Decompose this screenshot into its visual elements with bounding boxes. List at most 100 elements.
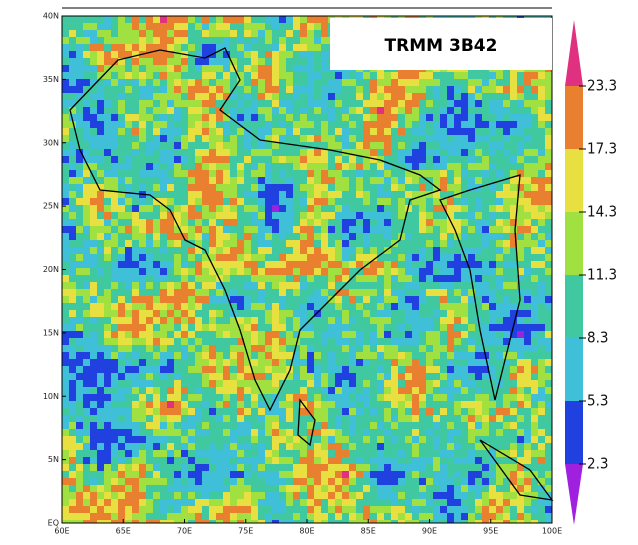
field-cell [132, 93, 139, 100]
field-cell [279, 485, 286, 492]
field-cell [132, 212, 139, 219]
field-cell [314, 408, 321, 415]
field-cell [447, 485, 454, 492]
field-cell [209, 142, 216, 149]
field-cell [209, 289, 216, 296]
field-cell [188, 114, 195, 121]
field-cell [489, 492, 496, 499]
field-cell [349, 408, 356, 415]
field-cell [524, 352, 531, 359]
field-cell [405, 79, 412, 86]
field-cell [300, 93, 307, 100]
field-cell [293, 170, 300, 177]
field-cell [419, 415, 426, 422]
field-cell [181, 44, 188, 51]
field-cell [174, 478, 181, 485]
field-cell [377, 387, 384, 394]
field-cell [538, 93, 545, 100]
field-cell [496, 275, 503, 282]
field-cell [237, 401, 244, 408]
field-cell [342, 184, 349, 191]
field-cell [300, 359, 307, 366]
field-cell [223, 128, 230, 135]
field-cell [293, 121, 300, 128]
field-cell [69, 163, 76, 170]
field-cell [111, 142, 118, 149]
field-cell [251, 226, 258, 233]
field-cell [426, 254, 433, 261]
field-cell [307, 485, 314, 492]
field-cell [111, 163, 118, 170]
field-cell [419, 205, 426, 212]
field-cell [209, 65, 216, 72]
field-cell [146, 296, 153, 303]
field-cell [531, 450, 538, 457]
field-cell [524, 471, 531, 478]
field-cell [370, 72, 377, 79]
field-cell [62, 275, 69, 282]
field-cell [496, 100, 503, 107]
field-cell [195, 394, 202, 401]
field-cell [447, 184, 454, 191]
field-cell [195, 254, 202, 261]
field-cell [405, 366, 412, 373]
field-cell [531, 128, 538, 135]
field-cell [503, 135, 510, 142]
field-cell [454, 107, 461, 114]
field-cell [426, 422, 433, 429]
field-cell [293, 394, 300, 401]
field-cell [223, 499, 230, 506]
field-cell [237, 233, 244, 240]
field-cell [118, 205, 125, 212]
field-cell [545, 338, 552, 345]
field-cell [461, 443, 468, 450]
field-cell [69, 184, 76, 191]
field-cell [398, 450, 405, 457]
field-cell [391, 394, 398, 401]
field-cell [160, 212, 167, 219]
precip-field [62, 16, 552, 523]
field-cell [363, 387, 370, 394]
field-cell [83, 65, 90, 72]
field-cell [363, 443, 370, 450]
field-cell [251, 345, 258, 352]
field-cell [272, 457, 279, 464]
field-cell [258, 499, 265, 506]
field-cell [412, 79, 419, 86]
field-cell [69, 289, 76, 296]
field-cell [510, 142, 517, 149]
field-cell [118, 499, 125, 506]
field-cell [349, 359, 356, 366]
field-cell [111, 177, 118, 184]
field-cell [293, 198, 300, 205]
field-cell [496, 261, 503, 268]
field-cell [426, 457, 433, 464]
field-cell [419, 422, 426, 429]
field-cell [223, 65, 230, 72]
field-cell [426, 324, 433, 331]
field-cell [349, 338, 356, 345]
field-cell [111, 464, 118, 471]
field-cell [482, 72, 489, 79]
field-cell [391, 289, 398, 296]
field-cell [328, 212, 335, 219]
field-cell [524, 394, 531, 401]
field-cell [202, 324, 209, 331]
field-cell [76, 121, 83, 128]
field-cell [517, 408, 524, 415]
field-cell [132, 149, 139, 156]
field-cell [482, 177, 489, 184]
field-cell [167, 492, 174, 499]
field-cell [293, 373, 300, 380]
field-cell [454, 275, 461, 282]
field-cell [307, 37, 314, 44]
field-cell [384, 408, 391, 415]
field-cell [475, 198, 482, 205]
field-cell [230, 170, 237, 177]
field-cell [258, 142, 265, 149]
field-cell [419, 79, 426, 86]
field-cell [398, 352, 405, 359]
field-cell [293, 65, 300, 72]
field-cell [517, 156, 524, 163]
field-cell [349, 485, 356, 492]
